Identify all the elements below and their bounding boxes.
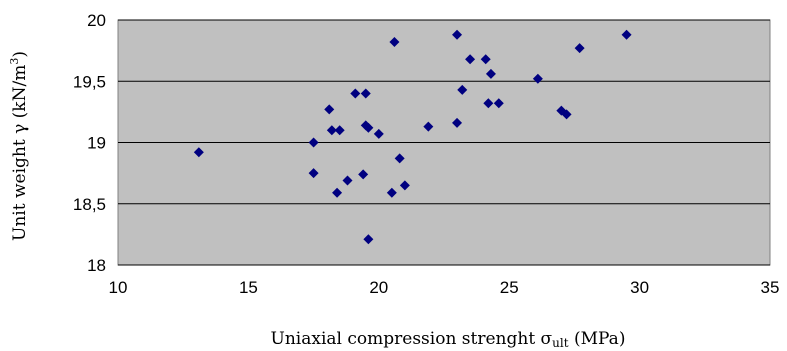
x-tick-label: 35	[761, 278, 780, 297]
y-tick-label: 19,5	[73, 72, 106, 91]
data-point	[350, 88, 361, 99]
data-point	[389, 37, 400, 48]
y-tick-label: 18,5	[73, 195, 106, 214]
x-axis-title: Uniaxial compression strenght σult (MPa)	[271, 329, 626, 350]
data-point	[493, 98, 504, 109]
x-tick-label: 30	[630, 278, 649, 297]
data-point	[386, 187, 397, 198]
data-point	[334, 125, 345, 136]
y-axis-title: Unit weight γ (kN/m3)	[8, 51, 30, 241]
data-point	[308, 168, 319, 179]
y-tick-labels: 18 18,5 19 19,5 20	[73, 11, 106, 275]
y-tick-label: 18	[87, 256, 106, 275]
data-point	[452, 29, 463, 40]
data-point	[342, 175, 353, 186]
data-point	[358, 169, 369, 180]
data-point	[423, 121, 434, 132]
data-point	[363, 122, 374, 133]
data-point	[363, 234, 374, 245]
data-point	[326, 125, 337, 136]
data-point	[457, 84, 468, 95]
data-point	[465, 54, 476, 65]
data-point	[332, 187, 343, 198]
x-tick-label: 25	[500, 278, 519, 297]
x-tick-label: 10	[109, 278, 128, 297]
x-tick-label: 20	[369, 278, 388, 297]
x-tick-label: 15	[239, 278, 258, 297]
data-point	[574, 43, 585, 54]
data-point	[483, 98, 494, 109]
y-tick-label: 20	[87, 11, 106, 30]
data-point	[193, 147, 204, 158]
data-points	[193, 29, 632, 245]
data-point	[452, 117, 463, 128]
data-point	[399, 180, 410, 191]
data-point	[308, 137, 319, 148]
data-point	[324, 104, 335, 115]
data-point	[394, 153, 405, 164]
data-point	[360, 88, 371, 99]
data-point	[561, 109, 572, 120]
data-point	[485, 68, 496, 79]
data-point	[621, 29, 632, 40]
data-point	[373, 128, 384, 139]
gridlines	[118, 19, 770, 266]
y-tick-label: 19	[87, 134, 106, 153]
data-point	[480, 54, 491, 65]
data-point	[360, 120, 371, 131]
data-point	[532, 73, 543, 84]
x-tick-labels: 10 15 20 25 30 35	[109, 278, 780, 297]
